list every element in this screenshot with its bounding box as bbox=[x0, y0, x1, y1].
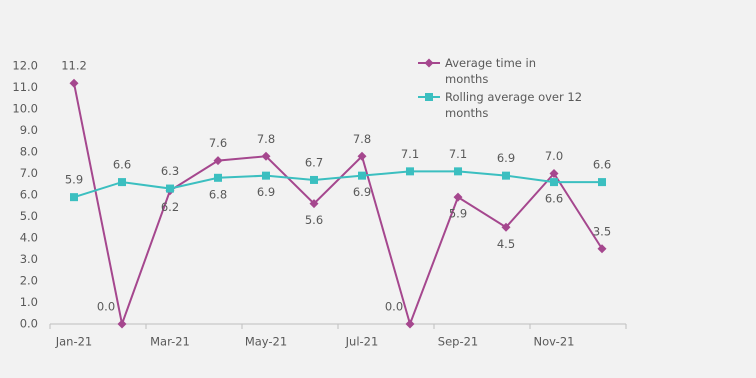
x-tick-label: May-21 bbox=[245, 335, 287, 349]
marker bbox=[502, 171, 510, 180]
marker bbox=[598, 178, 606, 187]
data-label: 6.6 bbox=[113, 158, 131, 172]
data-label: 6.6 bbox=[593, 158, 611, 172]
y-tick-label: 5.0 bbox=[20, 209, 38, 223]
y-tick-label: 0.0 bbox=[20, 317, 38, 331]
data-label: 7.8 bbox=[257, 132, 275, 146]
data-label: 6.3 bbox=[161, 164, 179, 178]
marker bbox=[501, 222, 511, 232]
y-tick-label: 3.0 bbox=[20, 252, 38, 266]
y-tick-label: 4.0 bbox=[20, 231, 38, 245]
marker bbox=[357, 151, 367, 161]
y-tick-label: 6.0 bbox=[20, 188, 38, 202]
marker bbox=[117, 319, 127, 329]
data-label: 7.1 bbox=[401, 147, 419, 161]
data-label: 7.1 bbox=[449, 147, 467, 161]
marker bbox=[310, 175, 318, 184]
data-label: 6.9 bbox=[497, 151, 515, 165]
marker bbox=[453, 192, 463, 202]
data-label: 0.0 bbox=[385, 300, 403, 314]
data-label: 4.5 bbox=[497, 237, 515, 251]
marker bbox=[309, 199, 319, 209]
data-label: 5.6 bbox=[305, 213, 323, 227]
y-tick-label: 7.0 bbox=[20, 166, 38, 180]
data-label: 7.0 bbox=[545, 149, 563, 163]
data-label: 7.6 bbox=[209, 136, 227, 150]
legend-marker bbox=[425, 93, 433, 101]
marker bbox=[166, 184, 174, 193]
marker bbox=[69, 78, 79, 88]
data-label: 6.2 bbox=[161, 200, 179, 214]
data-label: 0.0 bbox=[97, 300, 115, 314]
data-label: 6.6 bbox=[545, 192, 563, 206]
marker bbox=[550, 178, 558, 187]
marker bbox=[70, 193, 78, 202]
legend-marker bbox=[424, 58, 434, 68]
x-tick-label: Jul-21 bbox=[345, 335, 379, 349]
y-tick-label: 8.0 bbox=[20, 145, 38, 159]
y-tick-label: 2.0 bbox=[20, 274, 38, 288]
x-tick-label: Mar-21 bbox=[150, 335, 190, 349]
marker bbox=[118, 178, 126, 187]
y-tick-label: 9.0 bbox=[20, 123, 38, 137]
y-tick-label: 1.0 bbox=[20, 295, 38, 309]
data-label: 7.8 bbox=[353, 132, 371, 146]
data-label: 5.9 bbox=[65, 173, 83, 187]
marker bbox=[262, 171, 270, 180]
marker bbox=[261, 151, 271, 161]
marker bbox=[597, 244, 607, 254]
marker bbox=[405, 319, 415, 329]
data-label: 6.9 bbox=[353, 185, 371, 199]
marker bbox=[406, 167, 414, 176]
data-label: 11.2 bbox=[61, 59, 87, 73]
marker bbox=[213, 156, 223, 166]
marker bbox=[358, 171, 366, 180]
marker bbox=[214, 173, 222, 182]
x-tick-label: Nov-21 bbox=[534, 335, 575, 349]
x-tick-label: Sep-21 bbox=[438, 335, 478, 349]
data-label: 5.9 bbox=[449, 207, 467, 221]
legend-label: Average time in months bbox=[445, 56, 536, 86]
series-line bbox=[73, 83, 603, 328]
marker bbox=[454, 167, 462, 176]
x-tick-label: Jan-21 bbox=[55, 335, 93, 349]
data-label: 6.9 bbox=[257, 185, 275, 199]
marker bbox=[549, 169, 559, 178]
data-label: 3.5 bbox=[593, 224, 611, 238]
legend-label: Rolling average over 12 months bbox=[445, 90, 582, 120]
y-tick-label: 10.0 bbox=[12, 102, 38, 116]
series-line bbox=[73, 170, 602, 199]
data-label: 6.7 bbox=[305, 155, 323, 169]
y-tick-label: 11.0 bbox=[12, 80, 38, 94]
y-tick-label: 12.0 bbox=[12, 59, 38, 73]
data-label: 6.8 bbox=[209, 187, 227, 201]
